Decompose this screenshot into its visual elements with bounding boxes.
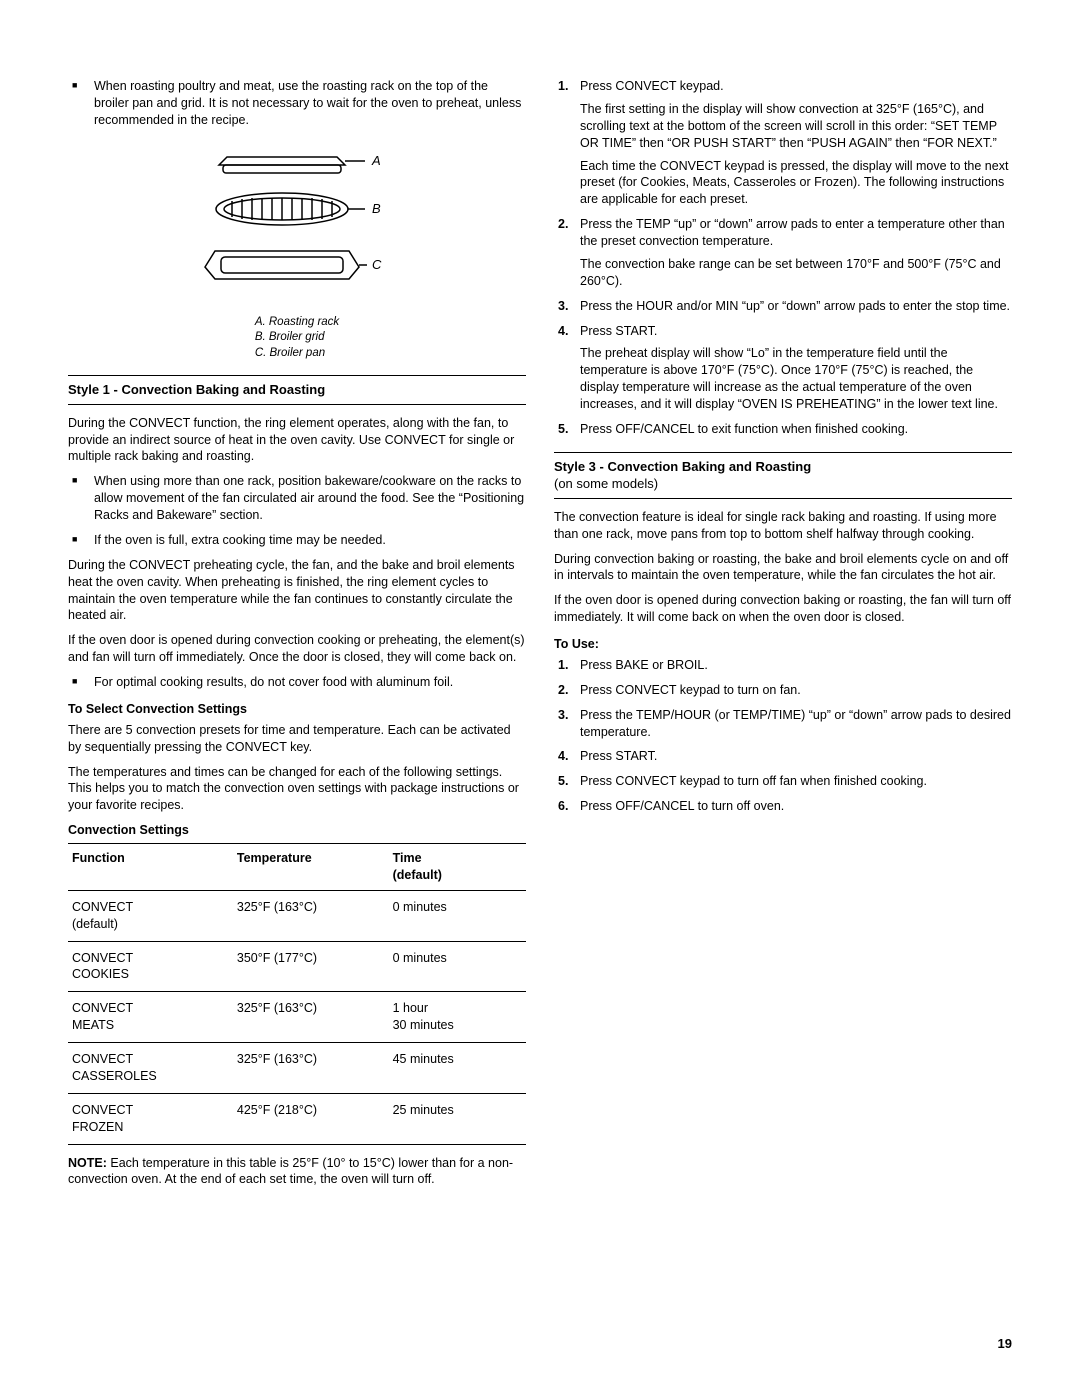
table-cell: 1 hour30 minutes <box>389 992 526 1043</box>
table-cell: 325°F (163°C) <box>233 1043 389 1094</box>
style1-bullets-1: When using more than one rack, position … <box>68 473 526 549</box>
intro-bullet-list: When roasting poultry and meat, use the … <box>68 78 526 129</box>
right-column: Press CONVECT keypad.The first setting i… <box>554 78 1012 1196</box>
style1-p3: If the oven door is opened during convec… <box>68 632 526 666</box>
table-cell: 0 minutes <box>389 941 526 992</box>
table-row: CONVECTFROZEN425°F (218°C)25 minutes <box>68 1093 526 1144</box>
step-item: Press START.The preheat display will sho… <box>554 323 1012 413</box>
style1-p1: During the CONVECT function, the ring el… <box>68 415 526 466</box>
table-cell: 325°F (163°C) <box>233 890 389 941</box>
style1-bullet: For optimal cooking results, do not cove… <box>68 674 526 691</box>
figure-caption: A. Roasting rack B. Broiler grid C. Broi… <box>255 315 339 362</box>
select-p1: There are 5 convection presets for time … <box>68 722 526 756</box>
step-item: Press OFF/CANCEL to exit function when f… <box>554 421 1012 438</box>
caption-a: A. Roasting rack <box>255 315 339 331</box>
note-text: Each temperature in this table is 25°F (… <box>68 1156 513 1187</box>
table-cell: 0 minutes <box>389 890 526 941</box>
style3-heading: Style 3 - Convection Baking and Roasting… <box>554 452 1012 499</box>
to-use-heading: To Use: <box>554 636 1012 653</box>
page-number: 19 <box>998 1335 1012 1353</box>
to-use-step: Press BAKE or BROIL. <box>554 657 1012 674</box>
table-cell: CONVECTCOOKIES <box>68 941 233 992</box>
table-row: CONVECT(default)325°F (163°C)0 minutes <box>68 890 526 941</box>
note-label: NOTE: <box>68 1156 107 1170</box>
left-column: When roasting poultry and meat, use the … <box>68 78 526 1196</box>
step-item: Press the TEMP “up” or “down” arrow pads… <box>554 216 1012 290</box>
table-cell: 350°F (177°C) <box>233 941 389 992</box>
table-header: Temperature <box>233 844 389 891</box>
figure-roasting-assembly: A B <box>68 139 526 362</box>
usage-steps: Press CONVECT keypad.The first setting i… <box>554 78 1012 438</box>
style3-heading-bold: Style 3 - Convection Baking and Roasting <box>554 459 811 474</box>
table-title: Convection Settings <box>68 822 526 839</box>
figure-label-a: A <box>371 153 381 168</box>
table-cell: CONVECTMEATS <box>68 992 233 1043</box>
to-use-step: Press START. <box>554 748 1012 765</box>
figure-label-c: C <box>372 257 382 272</box>
table-row: CONVECTCASSEROLES325°F (163°C)45 minutes <box>68 1043 526 1094</box>
step-paragraph: Each time the CONVECT keypad is pressed,… <box>580 158 1012 209</box>
page-columns: When roasting poultry and meat, use the … <box>68 78 1012 1196</box>
style1-bullet: When using more than one rack, position … <box>68 473 526 524</box>
table-cell: CONVECT(default) <box>68 890 233 941</box>
style1-bullet: If the oven is full, extra cooking time … <box>68 532 526 549</box>
select-heading: To Select Convection Settings <box>68 701 526 718</box>
table-header: Function <box>68 844 233 891</box>
style3-p2: During convection baking or roasting, th… <box>554 551 1012 585</box>
roasting-diagram: A B <box>187 139 407 309</box>
select-p2: The temperatures and times can be change… <box>68 764 526 815</box>
figure-label-b: B <box>372 201 381 216</box>
style1-bullets-2: For optimal cooking results, do not cove… <box>68 674 526 691</box>
step-item: Press CONVECT keypad.The first setting i… <box>554 78 1012 208</box>
table-note: NOTE: Each temperature in this table is … <box>68 1155 526 1189</box>
step-paragraph: The convection bake range can be set bet… <box>580 256 1012 290</box>
style1-heading: Style 1 - Convection Baking and Roasting <box>68 375 526 405</box>
table-cell: 25 minutes <box>389 1093 526 1144</box>
to-use-step: Press CONVECT keypad to turn on fan. <box>554 682 1012 699</box>
to-use-step: Press OFF/CANCEL to turn off oven. <box>554 798 1012 815</box>
to-use-step: Press the TEMP/HOUR (or TEMP/TIME) “up” … <box>554 707 1012 741</box>
convection-settings-table: Function Temperature Time(default) CONVE… <box>68 843 526 1145</box>
caption-b: B. Broiler grid <box>255 330 339 346</box>
style3-heading-sub: (on some models) <box>554 476 658 491</box>
style3-p1: The convection feature is ideal for sing… <box>554 509 1012 543</box>
to-use-steps: Press BAKE or BROIL. Press CONVECT keypad… <box>554 657 1012 815</box>
intro-bullet: When roasting poultry and meat, use the … <box>68 78 526 129</box>
caption-c: C. Broiler pan <box>255 346 339 362</box>
style1-p2: During the CONVECT preheating cycle, the… <box>68 557 526 625</box>
table-cell: CONVECTFROZEN <box>68 1093 233 1144</box>
table-cell: 425°F (218°C) <box>233 1093 389 1144</box>
step-paragraph: The preheat display will show “Lo” in th… <box>580 345 1012 413</box>
table-row: CONVECTCOOKIES350°F (177°C)0 minutes <box>68 941 526 992</box>
table-cell: CONVECTCASSEROLES <box>68 1043 233 1094</box>
table-cell: 45 minutes <box>389 1043 526 1094</box>
table-header: Time(default) <box>389 844 526 891</box>
step-item: Press the HOUR and/or MIN “up” or “down”… <box>554 298 1012 315</box>
step-paragraph: The first setting in the display will sh… <box>580 101 1012 152</box>
to-use-step: Press CONVECT keypad to turn off fan whe… <box>554 773 1012 790</box>
table-row: CONVECTMEATS325°F (163°C)1 hour30 minute… <box>68 992 526 1043</box>
table-cell: 325°F (163°C) <box>233 992 389 1043</box>
style3-p3: If the oven door is opened during convec… <box>554 592 1012 626</box>
